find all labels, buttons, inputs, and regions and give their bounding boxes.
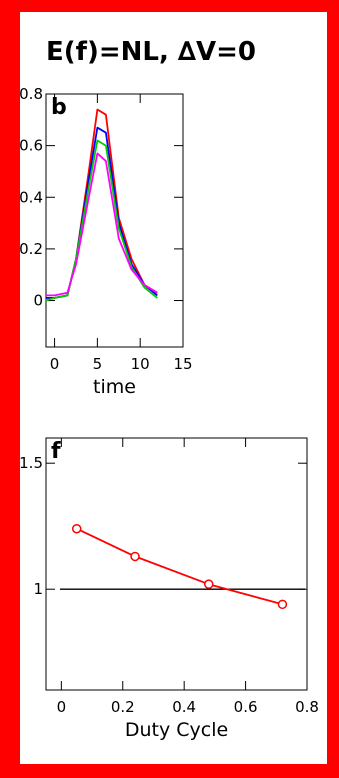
panel-b-x-axis-label: time	[93, 376, 136, 398]
panel-f-x-axis-label: Duty Cycle	[125, 719, 228, 741]
panel-f-panel-letter: f	[51, 439, 61, 464]
panel-f-series-point	[71, 523, 82, 534]
panel-b-y-tick-label: 0.4	[19, 188, 43, 206]
panel-b-x-tick-label: 0	[50, 355, 60, 373]
panel-f-x-tick-label: 0	[57, 698, 67, 716]
panel-f-series-point	[203, 579, 214, 589]
panel-b-plot-area	[45, 93, 184, 348]
frame-right-bar	[329, 0, 339, 778]
panel-b-y-tick-label: 0.6	[19, 137, 43, 155]
panel-f-plot-area	[45, 437, 308, 691]
frame-left-bar	[0, 0, 20, 778]
panel-b-y-tick-label: 0.2	[19, 240, 43, 258]
panel-f-x-tick-label: 0.2	[111, 698, 135, 716]
page-title: E(f)=NL, ∆V=0	[46, 37, 256, 67]
panel-f-y-tick-label: 1	[33, 580, 43, 598]
panel-b-series-line-0	[46, 108, 158, 299]
panel-f-x-tick-label: 0.4	[172, 698, 196, 716]
panel-f: 0 0.2 0.4 0.6 0.8 1 1.5 f Duty Cycle	[19, 437, 319, 741]
panel-f-series-point	[277, 599, 288, 610]
frame-bottom-bar	[0, 764, 339, 778]
panel-b-series-line-1	[46, 126, 158, 299]
panel-f-series-line-0	[76, 527, 283, 606]
panel-f-series-point	[130, 551, 140, 562]
panel-b-x-tick-label: 5	[93, 355, 103, 373]
panel-b-panel-letter: b	[51, 95, 67, 120]
panel-b-y-tick-label: 0	[33, 292, 43, 310]
panel-f-x-tick-label: 0.8	[295, 698, 319, 716]
panel-b-x-tick-label: 10	[131, 355, 150, 373]
panel-f-x-tick-label: 0.6	[234, 698, 258, 716]
frame-top-bar	[0, 0, 339, 12]
panel-b-series-line-3	[46, 152, 158, 297]
panel-b-y-tick-label: 0.8	[19, 85, 43, 103]
panel-b: 0 5 10 15 0 0.2 0.4 0.6 0.8 b time	[19, 85, 192, 398]
panel-b-x-tick-label: 15	[173, 355, 192, 373]
panel-f-y-tick-label: 1.5	[19, 454, 43, 472]
